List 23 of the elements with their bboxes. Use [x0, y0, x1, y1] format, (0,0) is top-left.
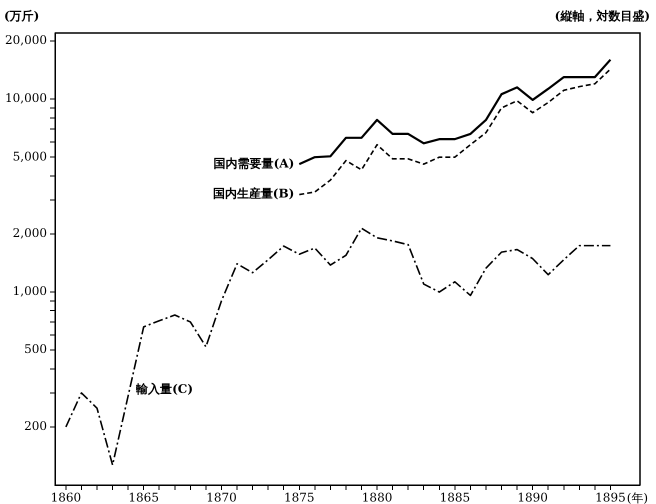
x-tick-label: 1885: [440, 490, 470, 504]
text: (縦軸，対数目盛): [554, 9, 650, 23]
x-tick-label: 1895: [595, 490, 626, 504]
y-axis-title: (万斤): [4, 9, 40, 23]
line-series: [65, 227, 612, 466]
x-tick-label: 1860: [50, 490, 82, 504]
y-tick-label: 200: [24, 419, 47, 434]
series-label: 国内需要量(A): [214, 156, 294, 170]
y-tick-label: 2,000: [12, 226, 47, 240]
y-tick-label: 500: [24, 342, 47, 356]
x-tick-label: 1890: [517, 490, 548, 504]
y-tick-label: 5,000: [12, 149, 47, 164]
x-tick-label: 1880: [362, 490, 392, 504]
x-axis-title: (年): [626, 491, 648, 504]
series-label: 国内生産量(B): [212, 186, 294, 201]
x-tick-label: 1865: [128, 490, 159, 504]
y-tick-label: 1,000: [12, 284, 47, 298]
x-tick-label: 1870: [206, 490, 237, 504]
y-tick-label: 10,000: [5, 91, 47, 106]
y-tick-label: 20,000: [5, 33, 47, 48]
series-label: 輸入量(C): [135, 382, 194, 396]
x-tick-label: 1875: [284, 490, 315, 504]
line-series: [298, 68, 612, 196]
